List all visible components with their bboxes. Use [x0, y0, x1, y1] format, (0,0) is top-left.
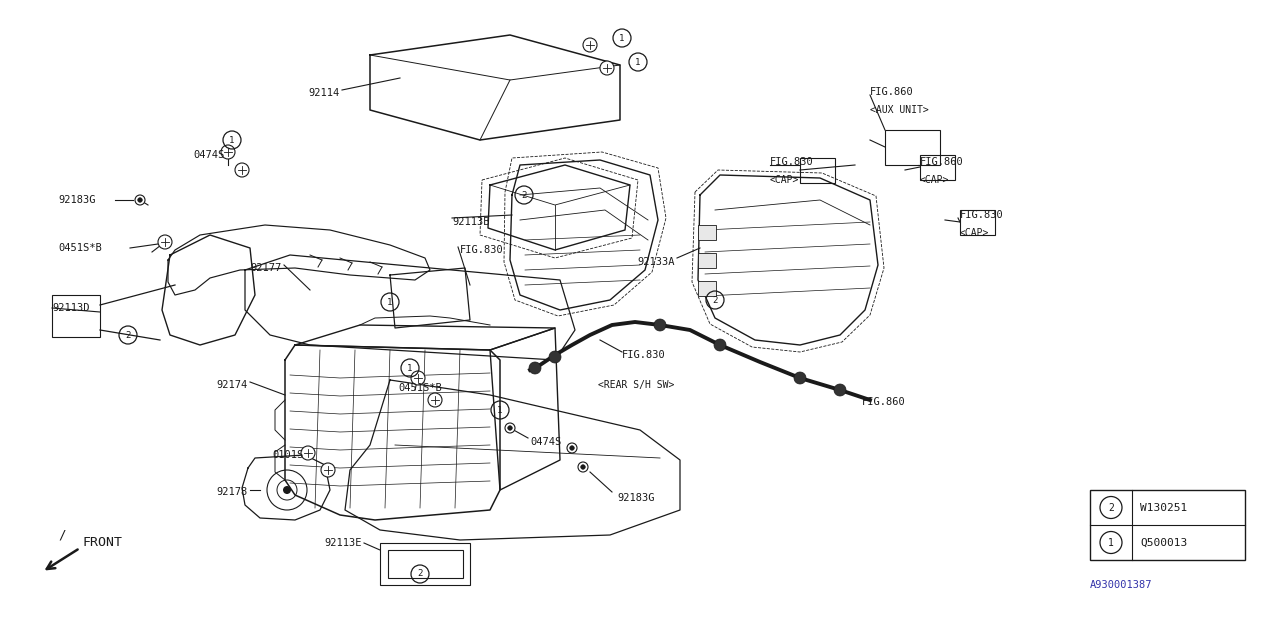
Text: FIG.860: FIG.860	[861, 397, 906, 407]
Circle shape	[506, 423, 515, 433]
Text: 1: 1	[1108, 538, 1114, 547]
Circle shape	[221, 145, 236, 159]
Text: <REAR S/H SW>: <REAR S/H SW>	[598, 380, 675, 390]
Text: 1: 1	[635, 58, 641, 67]
Text: FIG.830: FIG.830	[960, 210, 1004, 220]
Text: /: /	[58, 529, 65, 541]
Text: FIG.830: FIG.830	[460, 245, 504, 255]
Circle shape	[428, 393, 442, 407]
Circle shape	[581, 465, 585, 469]
Text: 2: 2	[712, 296, 718, 305]
Text: <CAP>: <CAP>	[960, 228, 989, 238]
Text: 92178: 92178	[216, 487, 248, 497]
Text: W130251: W130251	[1140, 502, 1188, 513]
Text: 0451S*B: 0451S*B	[58, 243, 101, 253]
Text: <CAP>: <CAP>	[771, 175, 800, 185]
Circle shape	[549, 351, 561, 363]
Bar	[800, 158, 835, 183]
Bar	[1091, 490, 1245, 560]
Circle shape	[321, 463, 335, 477]
Circle shape	[236, 163, 250, 177]
Circle shape	[411, 371, 425, 385]
Text: <AUX UNIT>: <AUX UNIT>	[870, 105, 929, 115]
Text: 92113D: 92113D	[52, 303, 90, 313]
Text: 2: 2	[1108, 502, 1114, 513]
Circle shape	[138, 198, 142, 202]
Bar	[920, 155, 955, 180]
Circle shape	[301, 446, 315, 460]
Text: 1: 1	[498, 406, 503, 415]
Text: A930001387: A930001387	[1091, 580, 1152, 590]
Text: 0451S*B: 0451S*B	[398, 383, 442, 393]
Text: FIG.860: FIG.860	[870, 87, 914, 97]
Bar	[698, 225, 716, 240]
Circle shape	[794, 372, 806, 384]
Bar	[884, 130, 940, 165]
Circle shape	[567, 443, 577, 453]
Bar	[960, 210, 995, 235]
Text: 1: 1	[388, 298, 393, 307]
Text: FIG.860: FIG.860	[920, 157, 964, 167]
Text: 1: 1	[229, 136, 234, 145]
Bar	[52, 295, 100, 337]
Text: 92177: 92177	[251, 263, 282, 273]
Text: 92183G: 92183G	[617, 493, 654, 503]
Text: 0101S: 0101S	[273, 450, 303, 460]
Bar	[698, 253, 716, 268]
Text: 0474S: 0474S	[193, 150, 224, 160]
Text: FIG.830: FIG.830	[622, 350, 666, 360]
Circle shape	[654, 319, 666, 331]
Circle shape	[529, 362, 541, 374]
Circle shape	[283, 486, 291, 494]
Text: 2: 2	[125, 330, 131, 339]
Text: 1: 1	[620, 33, 625, 42]
Bar	[380, 543, 470, 585]
Circle shape	[157, 235, 172, 249]
Text: Q500013: Q500013	[1140, 538, 1188, 547]
Bar	[388, 550, 463, 578]
Text: 92183G: 92183G	[58, 195, 96, 205]
Circle shape	[835, 384, 846, 396]
Circle shape	[600, 61, 614, 75]
Text: 1: 1	[407, 364, 412, 372]
Text: 92113E: 92113E	[325, 538, 362, 548]
Circle shape	[582, 38, 596, 52]
Circle shape	[714, 339, 726, 351]
Text: 0474S: 0474S	[530, 437, 561, 447]
Text: 2: 2	[521, 191, 526, 200]
Text: 92114: 92114	[308, 88, 340, 98]
Bar	[698, 281, 716, 296]
Circle shape	[579, 462, 588, 472]
Text: 92174: 92174	[216, 380, 248, 390]
Circle shape	[570, 445, 575, 451]
Text: 2: 2	[417, 570, 422, 579]
Text: 92133A: 92133A	[637, 257, 675, 267]
Text: FRONT: FRONT	[82, 536, 122, 548]
Circle shape	[134, 195, 145, 205]
Text: <CAP>: <CAP>	[920, 175, 950, 185]
Circle shape	[508, 426, 512, 430]
Text: FIG.830: FIG.830	[771, 157, 814, 167]
Text: 92113B: 92113B	[452, 217, 489, 227]
